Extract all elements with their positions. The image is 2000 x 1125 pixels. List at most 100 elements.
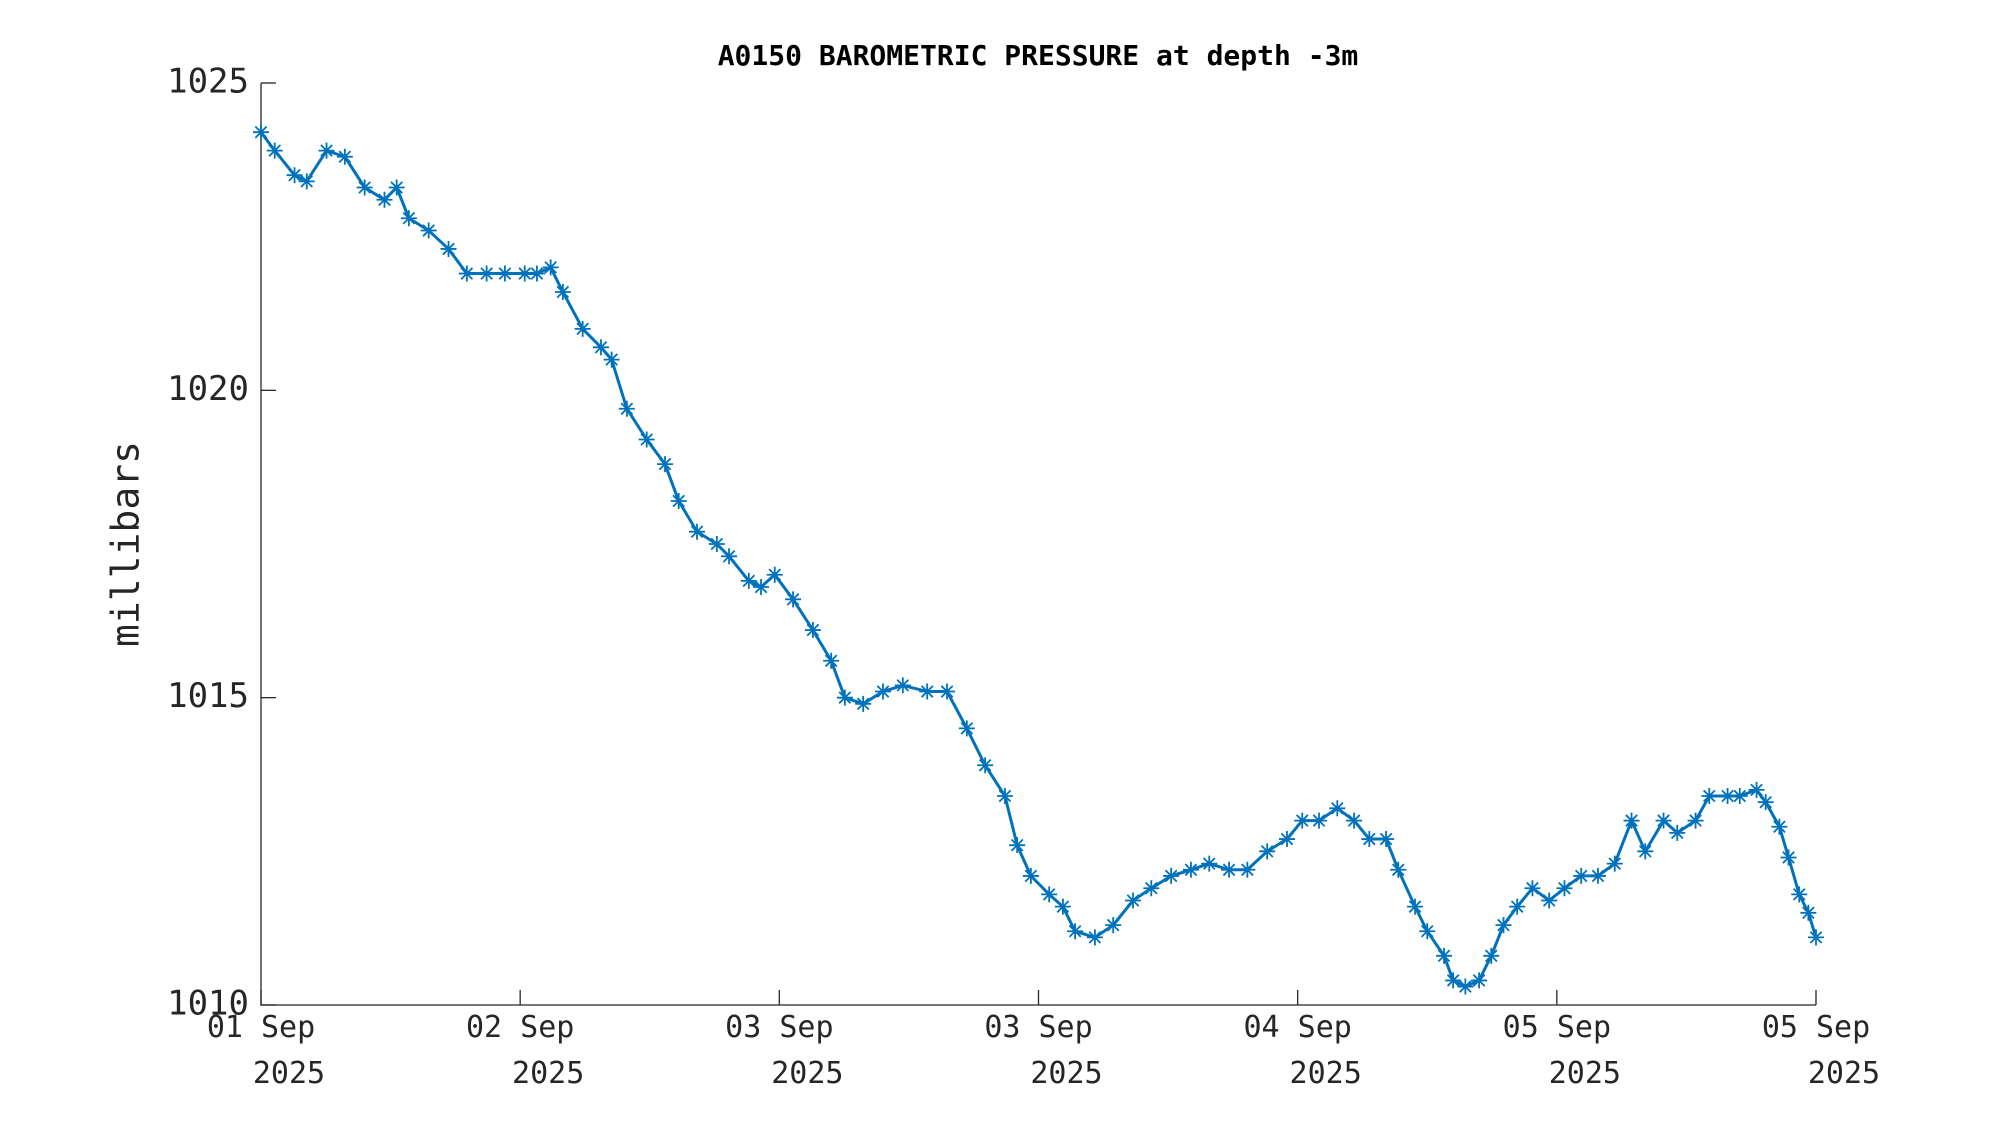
data-point (1590, 867, 1606, 884)
data-line (259, 131, 1818, 989)
axes (260, 83, 1816, 1006)
data-point (1556, 880, 1573, 897)
data-point (592, 339, 609, 356)
data-point (286, 167, 303, 184)
chart-title: A0150 BAROMETRIC PRESSURE at depth -3m (718, 39, 1359, 72)
data-point (1445, 972, 1462, 989)
data-point (1201, 855, 1218, 872)
data-point (318, 142, 335, 159)
data-point (638, 431, 655, 448)
x-tick-label: 05 Sep 2025 (1762, 1010, 1880, 1091)
data-point (996, 788, 1013, 805)
data-point (336, 148, 353, 165)
data-point (1483, 947, 1500, 964)
data-point (894, 677, 911, 694)
data-point (1780, 849, 1797, 866)
data-point (670, 492, 687, 509)
data-point (1771, 818, 1788, 835)
data-point (1731, 788, 1748, 805)
data-point (478, 265, 495, 282)
data-point (1495, 917, 1512, 934)
data-point (1471, 972, 1488, 989)
data-point (1655, 812, 1672, 829)
data-point (420, 222, 437, 239)
data-point (618, 400, 635, 417)
data-point (1086, 929, 1103, 946)
data-point (1346, 812, 1363, 829)
data-point (1163, 867, 1180, 884)
data-point (1808, 929, 1824, 946)
data-point (939, 683, 956, 700)
data-point (1637, 843, 1654, 860)
data-point (1143, 880, 1160, 897)
data-point (356, 179, 373, 196)
data-point (1573, 867, 1590, 884)
data-point (1009, 837, 1026, 854)
y-tick-label: 1020 (167, 369, 249, 409)
data-point (1182, 861, 1199, 878)
data-point (804, 622, 821, 639)
data-point (823, 652, 840, 669)
data-point (1606, 855, 1623, 872)
data-point (689, 523, 706, 540)
data-point (1407, 898, 1424, 915)
data-point (1041, 886, 1058, 903)
x-tick-label: 05 Sep 2025 (1503, 1010, 1621, 1091)
data-point (1105, 917, 1122, 934)
data-point (1719, 788, 1736, 805)
data-point (740, 572, 757, 589)
data-point (1221, 861, 1238, 878)
data-point (496, 265, 513, 282)
data-point (376, 191, 393, 208)
data-point (1509, 898, 1526, 915)
data-point (1748, 781, 1765, 798)
y-tick-label: 1015 (167, 676, 249, 716)
data-point (1541, 892, 1558, 909)
data-point (1054, 898, 1071, 915)
data-point (1669, 824, 1686, 841)
data-point (1419, 923, 1436, 940)
data-point (440, 240, 457, 257)
data-point (266, 142, 283, 159)
data-point (836, 689, 853, 706)
data-point (708, 536, 725, 552)
x-tick-label: 02 Sep 2025 (466, 1010, 584, 1091)
data-point (1259, 843, 1276, 860)
data-point (400, 210, 417, 227)
data-point (1757, 794, 1774, 811)
y-tick-label: 1010 (167, 984, 249, 1024)
data-point (574, 320, 591, 337)
data-point (1457, 978, 1474, 995)
x-tick-label: 01 Sep 2025 (207, 1010, 325, 1091)
data-point (516, 265, 533, 282)
data-point (753, 579, 770, 596)
data-point (1378, 831, 1395, 848)
data-point (1294, 812, 1311, 829)
data-point (253, 124, 269, 141)
data-point (1701, 788, 1718, 805)
data-point (1687, 812, 1704, 829)
x-tick-label: 03 Sep 2025 (984, 1010, 1102, 1091)
data-point (785, 591, 802, 608)
data-point (875, 683, 891, 700)
data-point (542, 259, 559, 276)
data-point (528, 265, 545, 282)
data-point (1361, 831, 1378, 848)
data-point (1067, 923, 1084, 940)
data-point (1623, 812, 1640, 829)
data-point (1239, 861, 1256, 878)
x-tick-label: 04 Sep 2025 (1243, 1010, 1361, 1091)
data-point (603, 351, 620, 368)
data-point (458, 265, 475, 282)
data-point (766, 566, 783, 583)
data-point (721, 548, 738, 565)
data-point (1022, 867, 1039, 884)
y-tick-label: 1025 (167, 62, 249, 102)
data-point (1791, 886, 1808, 903)
data-point (1390, 861, 1407, 878)
data-point (1279, 831, 1295, 848)
data-point (388, 179, 405, 196)
data-point (656, 456, 673, 473)
y-axis-label: millibars (104, 441, 148, 647)
